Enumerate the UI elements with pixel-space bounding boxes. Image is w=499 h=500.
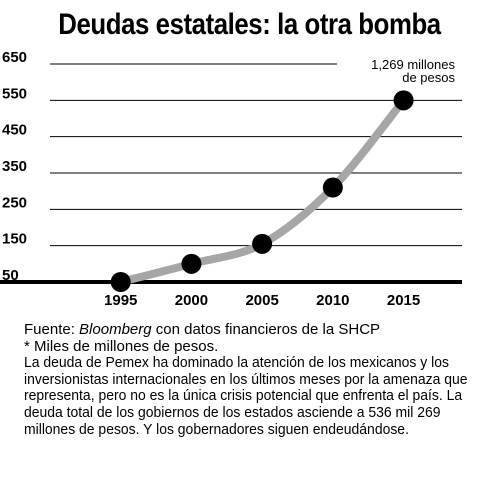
x-tick-label-1995: 1995 [104, 292, 137, 309]
body-paragraph: La deuda de Pemex ha dominado la atenció… [24, 354, 468, 438]
data-point-2015 [393, 90, 414, 111]
y-tick-label-650: 650 [2, 50, 27, 66]
y-tick-label-550: 550 [2, 85, 27, 102]
line-chart: 50 150 250 350 450 550 650 1995 2000 2005 2010 201… [0, 50, 462, 309]
data-point-2000 [181, 253, 202, 274]
data-point-2005 [252, 233, 273, 254]
source-suffix: con datos financieros de la SHCP [151, 321, 381, 338]
y-axis-ticks: 50 150 250 350 450 550 650 [2, 50, 27, 284]
source-line: Fuente: Bloomberg con datos financieros … [24, 321, 494, 339]
x-axis-ticks: 1995 2000 2005 2010 2015 [104, 292, 420, 309]
x-tick-label-2015: 2015 [387, 292, 420, 309]
source-name: Bloomberg [79, 321, 152, 338]
footer-notes: Fuente: Bloomberg con datos financieros … [24, 321, 494, 438]
data-point-1995 [110, 272, 131, 292]
data-points [110, 90, 414, 292]
y-tick-label-150: 150 [2, 231, 27, 248]
last-point-annotation: 1,269 millones de pesos [371, 57, 455, 85]
y-tick-label-350: 350 [2, 158, 27, 175]
grid-lines [0, 63, 462, 284]
y-tick-label-450: 450 [2, 122, 27, 139]
x-tick-label-2000: 2000 [175, 292, 208, 309]
y-tick-label-50: 50 [2, 267, 19, 284]
y-tick-label-250: 250 [2, 194, 27, 211]
x-tick-label-2010: 2010 [316, 292, 349, 309]
source-prefix: Fuente: [24, 321, 80, 338]
debt-series-line [116, 96, 408, 286]
x-tick-label-2005: 2005 [245, 292, 278, 309]
unit-note: * Miles de millones de pesos. [24, 337, 219, 355]
chart-title: Deudas estatales: la otra bomba [58, 8, 441, 41]
data-point-2010 [322, 177, 343, 198]
